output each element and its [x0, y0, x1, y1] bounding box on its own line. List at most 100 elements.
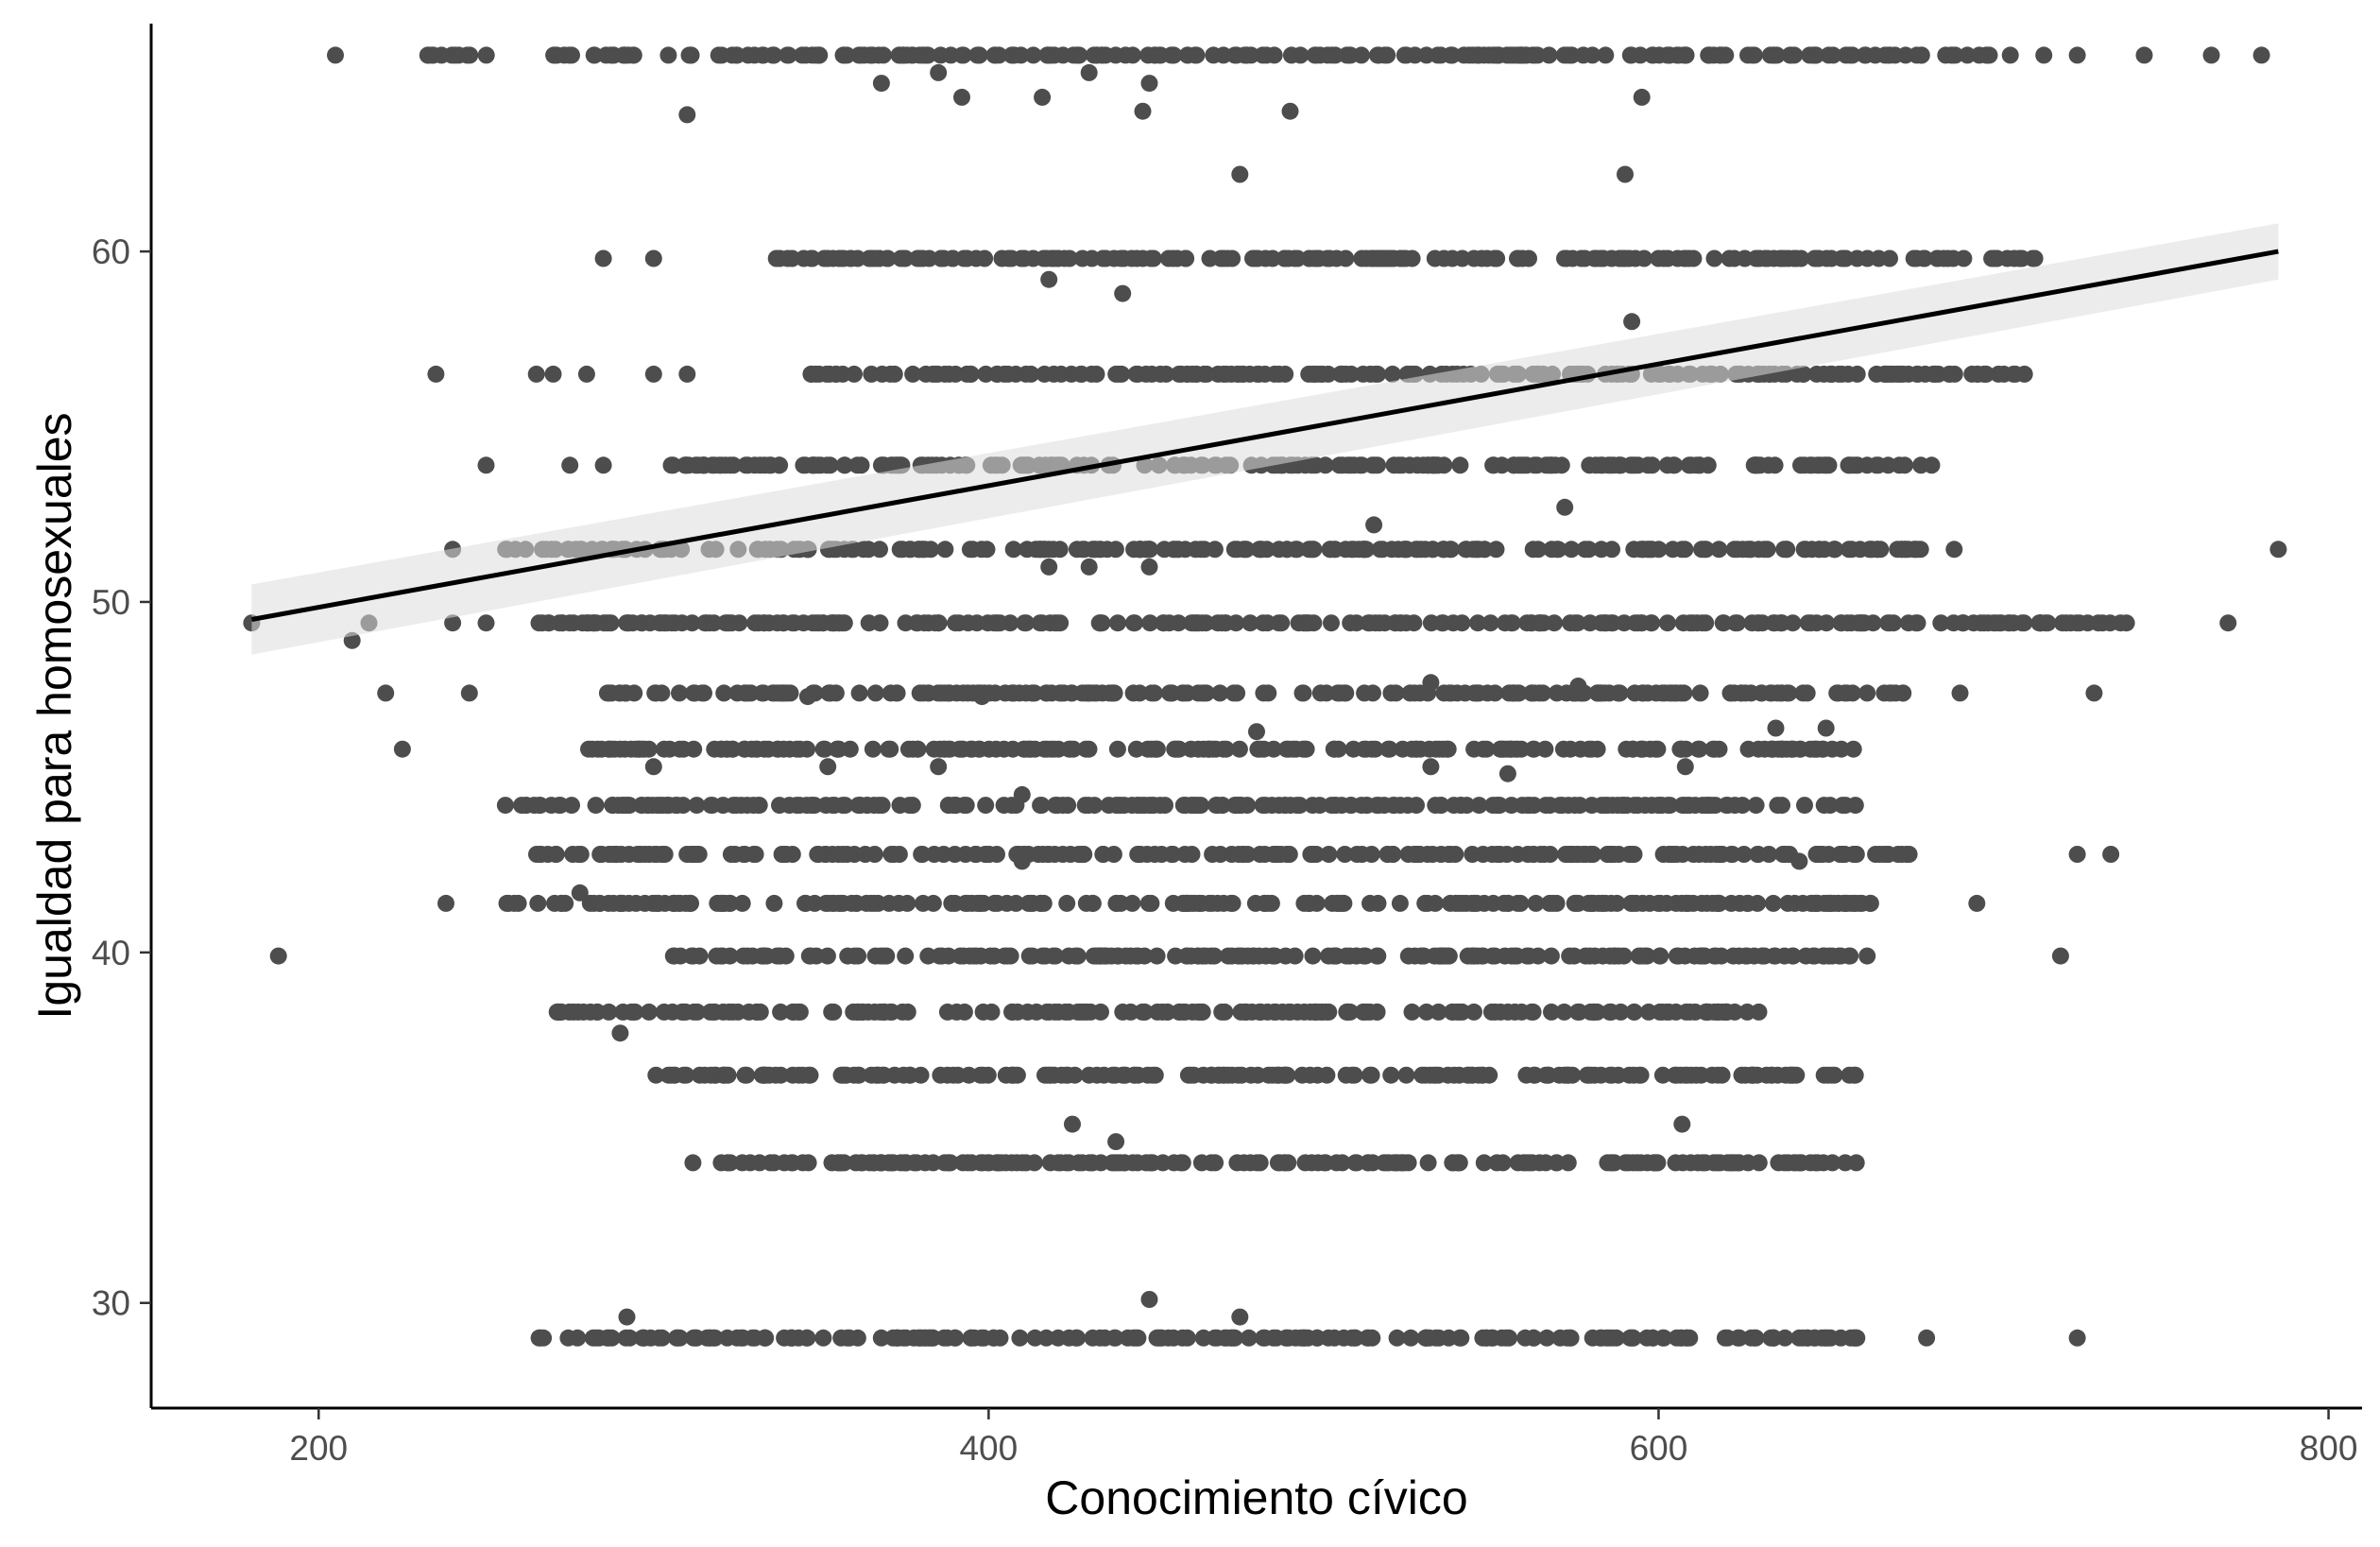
data-point [1676, 249, 1694, 267]
data-point [1515, 1154, 1532, 1172]
data-point [664, 894, 682, 912]
data-point [872, 75, 890, 93]
data-point [746, 614, 764, 632]
data-point [1412, 947, 1430, 965]
data-point [1382, 1066, 1400, 1084]
data-point [693, 684, 711, 702]
data-point [653, 1329, 671, 1347]
data-point [962, 365, 980, 383]
x-tick-label: 600 [1630, 1429, 1688, 1468]
data-point [1326, 1329, 1344, 1347]
data-point [998, 894, 1016, 912]
data-point [1145, 46, 1163, 64]
data-point [1392, 614, 1410, 632]
data-point [920, 249, 938, 267]
data-point [1718, 797, 1736, 815]
data-point [1286, 947, 1304, 965]
data-point [1806, 894, 1824, 912]
data-point [1011, 1329, 1029, 1347]
data-point [1251, 846, 1269, 863]
data-point [327, 46, 344, 64]
data-point [1757, 1066, 1775, 1084]
data-point [1677, 894, 1695, 912]
data-point [1207, 797, 1225, 815]
data-point [1141, 614, 1159, 632]
data-point [477, 46, 495, 64]
data-point [1807, 365, 1825, 383]
data-point [1689, 740, 1707, 758]
data-point [912, 1066, 930, 1084]
data-point [1358, 797, 1376, 815]
data-point [1140, 75, 1158, 93]
data-point [895, 1329, 913, 1347]
data-point [1894, 365, 1912, 383]
data-point [1844, 740, 1862, 758]
data-point [623, 1003, 641, 1021]
data-point [1803, 456, 1821, 474]
data-point [1816, 1329, 1834, 1347]
data-point [1825, 1066, 1843, 1084]
data-point [1395, 46, 1413, 64]
data-point [1093, 46, 1111, 64]
data-point [685, 1329, 703, 1347]
data-point [1063, 684, 1081, 702]
data-point [854, 1003, 871, 1021]
data-point [1265, 740, 1282, 758]
data-point [1263, 249, 1281, 267]
data-point [785, 1003, 802, 1021]
data-point [724, 46, 741, 64]
y-axis-title: Igualdad para homosexuales [28, 412, 81, 1019]
data-point [1077, 740, 1095, 758]
data-point [1238, 46, 1256, 64]
data-point [1908, 46, 1926, 64]
data-point [600, 1003, 618, 1021]
data-point [1187, 797, 1205, 815]
data-point [1303, 1154, 1321, 1172]
data-point [987, 740, 1005, 758]
data-point [778, 684, 796, 702]
data-point [1402, 1329, 1420, 1347]
data-point [1454, 894, 1472, 912]
data-point [1633, 88, 1651, 106]
data-point [1363, 1329, 1381, 1347]
data-point [783, 249, 801, 267]
data-point [496, 797, 514, 815]
data-point [771, 249, 789, 267]
data-point [594, 249, 612, 267]
data-point [1687, 1066, 1705, 1084]
data-point [1444, 1154, 1462, 1172]
data-point [1879, 846, 1896, 863]
data-point [2031, 614, 2049, 632]
data-point [1297, 740, 1315, 758]
data-point [791, 797, 809, 815]
data-point [527, 365, 545, 383]
data-point [864, 46, 882, 64]
data-point [1790, 1329, 1808, 1347]
data-point [1098, 541, 1116, 559]
data-point [1013, 785, 1031, 803]
data-point [1707, 947, 1725, 965]
data-point [1946, 46, 1964, 64]
data-point [1244, 249, 1261, 267]
data-point [1395, 541, 1413, 559]
data-point [1383, 365, 1401, 383]
data-point [2013, 614, 2031, 632]
data-point [1419, 1154, 1437, 1172]
data-point [1158, 1003, 1176, 1021]
data-point [1161, 684, 1178, 702]
data-point [970, 46, 988, 64]
data-point [1142, 249, 1160, 267]
data-point [845, 1066, 863, 1084]
data-point [1681, 1003, 1699, 1021]
data-point [701, 1003, 719, 1021]
data-point [1440, 846, 1458, 863]
data-point [1127, 740, 1145, 758]
data-point [1517, 1066, 1535, 1084]
data-point [591, 894, 608, 912]
data-point [1808, 846, 1826, 863]
data-point [571, 884, 589, 902]
data-point [1427, 1066, 1445, 1084]
data-point [1699, 456, 1717, 474]
data-point [1802, 740, 1820, 758]
data-point [1185, 614, 1203, 632]
